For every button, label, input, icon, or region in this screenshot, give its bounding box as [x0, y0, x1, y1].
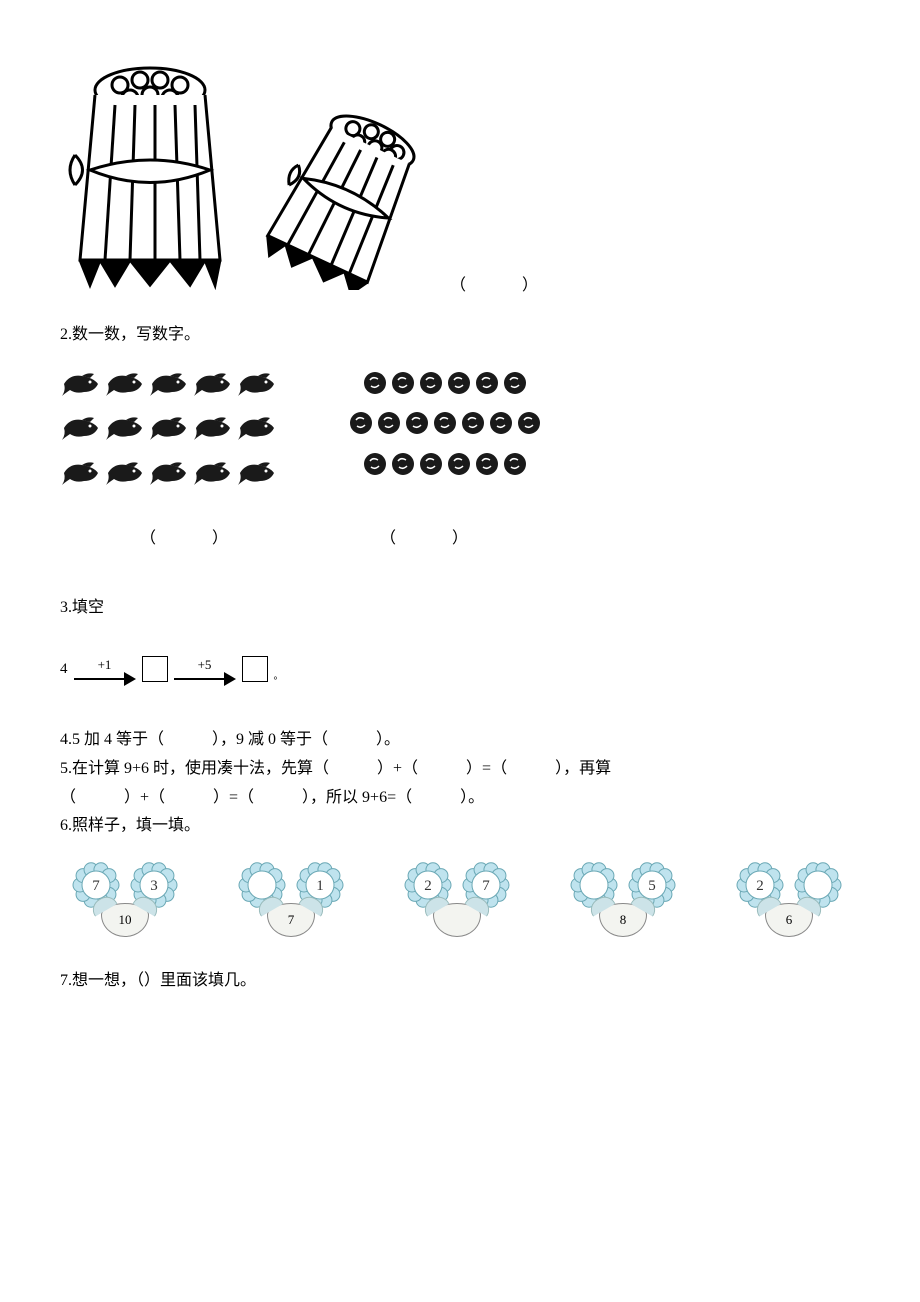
chain-period: 。: [274, 668, 284, 686]
svg-text:3: 3: [150, 878, 158, 894]
svg-text:2: 2: [424, 878, 432, 894]
blob-icon: [404, 410, 430, 436]
shrimp-icon: [192, 414, 234, 444]
blob-icon: [516, 410, 542, 436]
shrimp-icon: [236, 459, 278, 489]
pencil-bundle-large-icon: [60, 60, 240, 301]
q3-label: 3.填空: [60, 594, 860, 623]
blob-icon: [362, 370, 388, 396]
blob-icon: [502, 370, 528, 396]
flower-unit: 5 8: [558, 861, 688, 937]
flower-pot: 8: [599, 903, 647, 937]
chain-box-2[interactable]: [242, 656, 268, 682]
blob-icon: [348, 410, 374, 436]
q2-figure: [60, 370, 860, 500]
blob-icon: [446, 370, 472, 396]
shrimp-icon: [148, 414, 190, 444]
shrimp-icon: [192, 459, 234, 489]
q6-label: 6.照样子，填一填。: [60, 812, 860, 841]
shrimp-icon: [192, 370, 234, 400]
flower-pot: 7: [267, 903, 315, 937]
blob-icon: [488, 410, 514, 436]
shrimp-icon: [148, 370, 190, 400]
blob-icon: [432, 410, 458, 436]
blob-icon: [418, 451, 444, 477]
shrimp-icon: [236, 370, 278, 400]
flower-unit: 2 6: [724, 861, 854, 937]
q7-label: 7.想一想，（）里面该填几。: [60, 967, 860, 996]
flower-pot[interactable]: [433, 903, 481, 937]
shrimp-icon: [60, 370, 102, 400]
shrimp-icon: [60, 459, 102, 489]
q3-chain: 4 +1 +5 。: [60, 653, 860, 686]
flower-unit: 7 3 10: [60, 861, 190, 937]
shrimp-icon: [148, 459, 190, 489]
blob-icon: [474, 370, 500, 396]
chain-arrow-2: +5: [174, 653, 236, 686]
svg-text:7: 7: [482, 878, 490, 894]
q5-line2: （ ）+（ ）=（ ），所以 9+6=（ ）。: [60, 784, 860, 813]
blob-icon: [390, 370, 416, 396]
chain-arrow-1: +1: [74, 653, 136, 686]
blob-icon: [390, 451, 416, 477]
q2-left-blank[interactable]: （ ）: [140, 525, 230, 554]
svg-text:7: 7: [92, 878, 100, 894]
shrimp-icon: [104, 459, 146, 489]
flower-unit: 2 7: [392, 861, 522, 937]
q4-text: 4.5 加 4 等于（ ），9 减 0 等于（ ）。: [60, 726, 860, 755]
flower-row: 7 3 10 1 7 2 7: [60, 861, 860, 937]
blob-icon: [474, 451, 500, 477]
blob-icon: [418, 370, 444, 396]
flower-pot: 6: [765, 903, 813, 937]
shrimp-grid: [60, 370, 278, 500]
blob-icon: [376, 410, 402, 436]
pencil-bundle-small-icon: [260, 110, 430, 301]
q2-right-blank[interactable]: （ ）: [380, 525, 470, 554]
shrimp-icon: [60, 414, 102, 444]
shrimp-icon: [104, 370, 146, 400]
svg-text:2: 2: [756, 878, 764, 894]
svg-text:5: 5: [648, 878, 656, 894]
blob-icon: [502, 451, 528, 477]
flower-unit: 1 7: [226, 861, 356, 937]
q1-figure: （ ）: [60, 60, 860, 301]
flower-pot: 10: [101, 903, 149, 937]
q1-answer-blank[interactable]: （ ）: [450, 272, 540, 301]
blob-grid: [348, 370, 542, 500]
shrimp-icon: [236, 414, 278, 444]
svg-text:1: 1: [316, 878, 324, 894]
blob-icon: [362, 451, 388, 477]
blob-icon: [460, 410, 486, 436]
q5-line1: 5.在计算 9+6 时，使用凑十法，先算（ ）+（ ）=（ ），再算: [60, 755, 860, 784]
shrimp-icon: [104, 414, 146, 444]
q2-label: 2.数一数，写数字。: [60, 321, 860, 350]
chain-box-1[interactable]: [142, 656, 168, 682]
chain-start: 4: [60, 656, 68, 683]
blob-icon: [446, 451, 472, 477]
